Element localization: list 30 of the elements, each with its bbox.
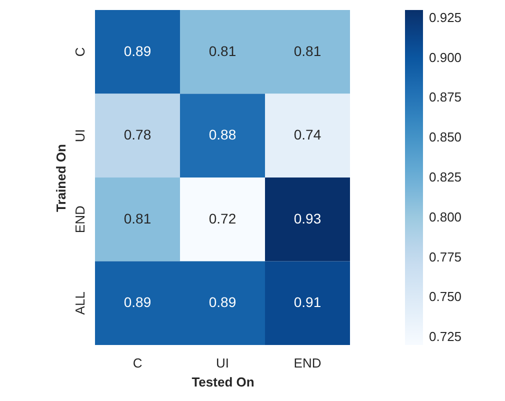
- color-bar-label: 0.875: [429, 90, 462, 105]
- y-tick-label: C: [72, 47, 88, 57]
- color-bar-label: 0.775: [429, 249, 462, 264]
- color-bar-label: 0.725: [429, 329, 462, 344]
- data-label: 0.81: [124, 210, 152, 226]
- data-label: 0.89: [208, 294, 236, 310]
- x-tick-label: UI: [216, 356, 229, 370]
- data-label: 0.81: [208, 42, 236, 59]
- color-bar-label: 0.925: [429, 10, 462, 25]
- data-label: 0.93: [294, 210, 322, 226]
- data-label: 0.89: [124, 294, 152, 310]
- color-bar-label: 0.900: [429, 50, 462, 65]
- data-label: 0.72: [208, 210, 236, 226]
- y-axis-title: Trained On: [54, 144, 68, 212]
- x-tick-label: C: [132, 356, 142, 370]
- data-label: 0.91: [294, 294, 322, 310]
- x-tick-label: END: [294, 356, 322, 370]
- data-label: 0.88: [208, 126, 236, 143]
- data-label: 0.81: [294, 42, 322, 59]
- data-label: 0.74: [294, 126, 322, 143]
- color-bar-label: 0.750: [429, 289, 462, 304]
- x-axis-title: Tested On: [192, 374, 254, 390]
- color-bar-label: 0.825: [429, 170, 462, 184]
- data-label: 0.78: [124, 126, 152, 143]
- color-bar-label: 0.850: [429, 130, 462, 145]
- data-label: 0.89: [124, 42, 152, 59]
- y-tick-label: UI: [72, 129, 88, 142]
- color-bar-label: 0.800: [429, 209, 462, 224]
- y-tick-label: ALL: [72, 292, 88, 315]
- y-tick-label: END: [72, 206, 88, 234]
